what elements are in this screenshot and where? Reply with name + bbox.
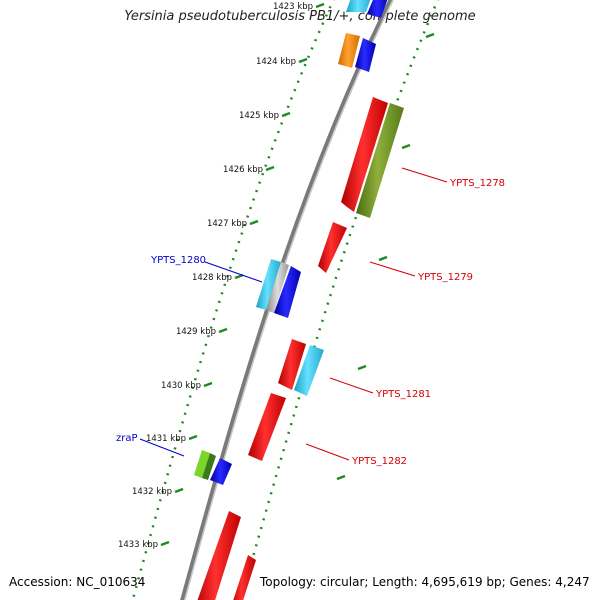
leader-ypts-1281 bbox=[329, 377, 374, 394]
gene-red-large[interactable] bbox=[341, 97, 388, 212]
tick-labels: 1423 kbp 1424 kbp 1425 kbp 1426 kbp 1427… bbox=[118, 2, 313, 550]
leader-ypts-1282 bbox=[305, 443, 350, 461]
label-ypts-1279[interactable]: YPTS_1279 bbox=[417, 272, 473, 283]
tick-label-1423: 1423 kbp bbox=[273, 2, 313, 12]
tick-label-1432: 1432 kbp bbox=[132, 487, 172, 497]
tick-marks bbox=[160, 2, 435, 547]
label-ypts-1280[interactable]: YPTS_1280 bbox=[150, 255, 206, 266]
label-leaders bbox=[139, 167, 448, 461]
accession-text: Accession: NC_010634 bbox=[9, 575, 146, 589]
gene-ypts-1281[interactable] bbox=[294, 345, 324, 396]
tick-label-1427: 1427 kbp bbox=[207, 219, 247, 229]
map-title: Yersinia pseudotuberculosis PB1/+, compl… bbox=[124, 9, 476, 24]
gene-red-1281a[interactable] bbox=[278, 339, 306, 390]
label-ypts-1278[interactable]: YPTS_1278 bbox=[449, 178, 505, 189]
gene-ypts-1278[interactable] bbox=[356, 103, 404, 218]
gene-red-bottom-2[interactable] bbox=[230, 555, 256, 600]
tick-label-1424: 1424 kbp bbox=[256, 57, 296, 67]
tick-label-1430: 1430 kbp bbox=[161, 381, 201, 391]
leader-zrap bbox=[139, 438, 185, 457]
tick-label-1429: 1429 kbp bbox=[176, 327, 216, 337]
gene-blue-top[interactable] bbox=[367, 0, 389, 18]
gene-ypts-1280-blue[interactable] bbox=[274, 266, 301, 318]
gene-ypts-1280-grey[interactable] bbox=[266, 262, 289, 313]
label-zrap[interactable]: zraP bbox=[116, 433, 138, 444]
label-ypts-1282[interactable]: YPTS_1282 bbox=[351, 456, 407, 467]
leader-ypts-1280 bbox=[204, 261, 263, 283]
tick-label-1426: 1426 kbp bbox=[223, 165, 263, 175]
topology-text: Topology: circular; Length: 4,695,619 bp… bbox=[260, 575, 590, 589]
gene-ypts-1279[interactable] bbox=[318, 222, 347, 273]
tick-label-1431: 1431 kbp bbox=[146, 434, 186, 444]
gene-ypts-1282[interactable] bbox=[248, 393, 286, 461]
gene-red-bottom[interactable] bbox=[194, 511, 241, 600]
tick-label-1433: 1433 kbp bbox=[118, 540, 158, 550]
gene-zrap-dark[interactable] bbox=[202, 453, 216, 480]
gene-blue-zrap[interactable] bbox=[210, 458, 232, 485]
tick-label-1425: 1425 kbp bbox=[239, 111, 279, 121]
gene-orange[interactable] bbox=[338, 33, 360, 68]
gene-zrap[interactable] bbox=[194, 450, 210, 478]
inner-dotted-ring bbox=[131, 0, 335, 600]
tick-label-1428: 1428 kbp bbox=[192, 273, 232, 283]
gene-ypts-1280-cyan[interactable] bbox=[256, 259, 281, 310]
leader-ypts-1278 bbox=[401, 167, 448, 183]
label-ypts-1281[interactable]: YPTS_1281 bbox=[375, 389, 431, 400]
gene-group-top[interactable] bbox=[338, 0, 389, 72]
gene-blue-2[interactable] bbox=[355, 38, 376, 72]
leader-ypts-1279 bbox=[369, 261, 416, 277]
gene-cyan-top[interactable] bbox=[346, 0, 372, 12]
